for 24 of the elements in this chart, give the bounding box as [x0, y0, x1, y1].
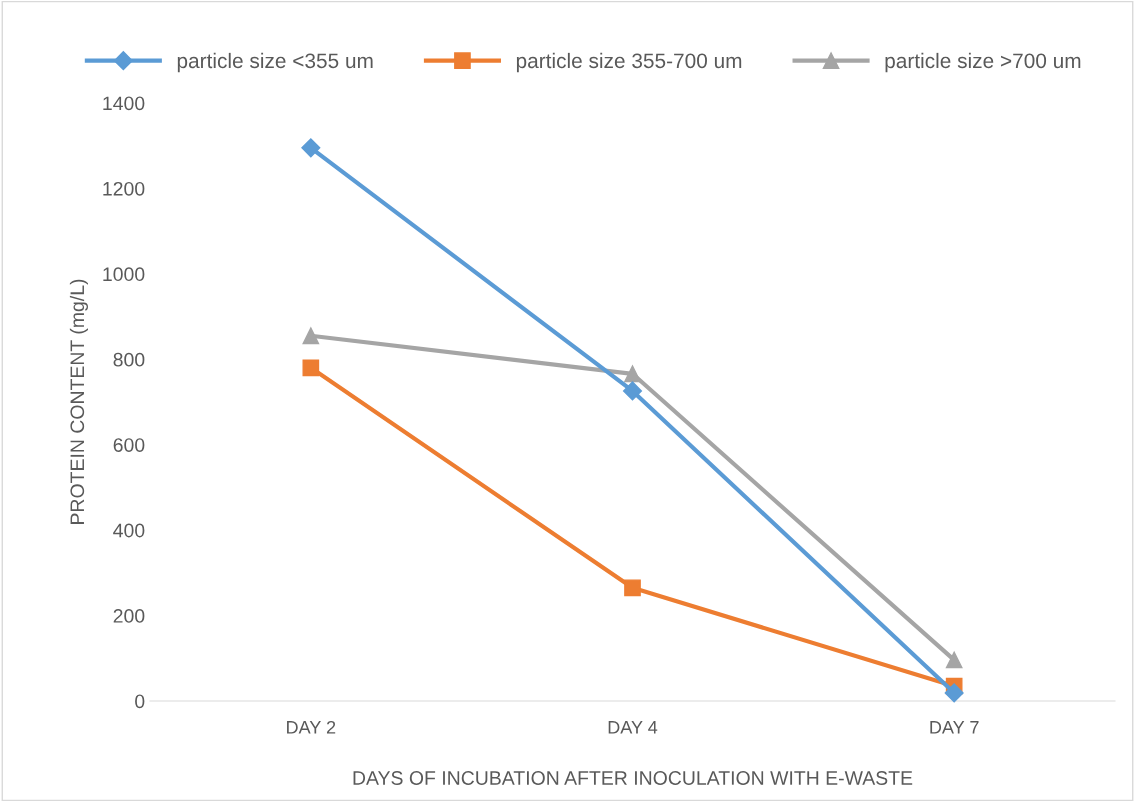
- y-tick-label: 200: [113, 609, 145, 623]
- point: [622, 381, 643, 401]
- legend-label: particle size 355-700 um: [516, 52, 742, 73]
- y-tick-label: 1200: [103, 181, 145, 196]
- x-tick-label: DAY 7: [930, 721, 979, 734]
- legend-label: particle size >700 um: [885, 52, 1081, 73]
- point: [301, 138, 321, 158]
- point: [945, 651, 963, 669]
- y-tick-label: 400: [113, 523, 145, 538]
- y-tick-label: 1400: [103, 96, 145, 111]
- y-tick-label: 800: [113, 352, 145, 367]
- legend-label: particle size <355 um: [177, 52, 373, 73]
- x-tick-label: DAY 4: [608, 721, 658, 734]
- point: [302, 359, 320, 377]
- point: [302, 327, 320, 345]
- y-tick-label: 0: [135, 694, 145, 709]
- point: [624, 365, 641, 383]
- y-axis-title: PROTEIN CONTENT (mg/L): [69, 279, 88, 524]
- point: [944, 683, 964, 703]
- y-tick-label: 1000: [103, 267, 145, 282]
- y-tick-label: 600: [113, 438, 145, 452]
- point: [624, 579, 641, 597]
- x-tick-label: DAY 2: [287, 720, 336, 734]
- x-axis-title: DAYS OF INCUBATION AFTER INOCULATION WITH E-WASTE: [353, 771, 913, 785]
